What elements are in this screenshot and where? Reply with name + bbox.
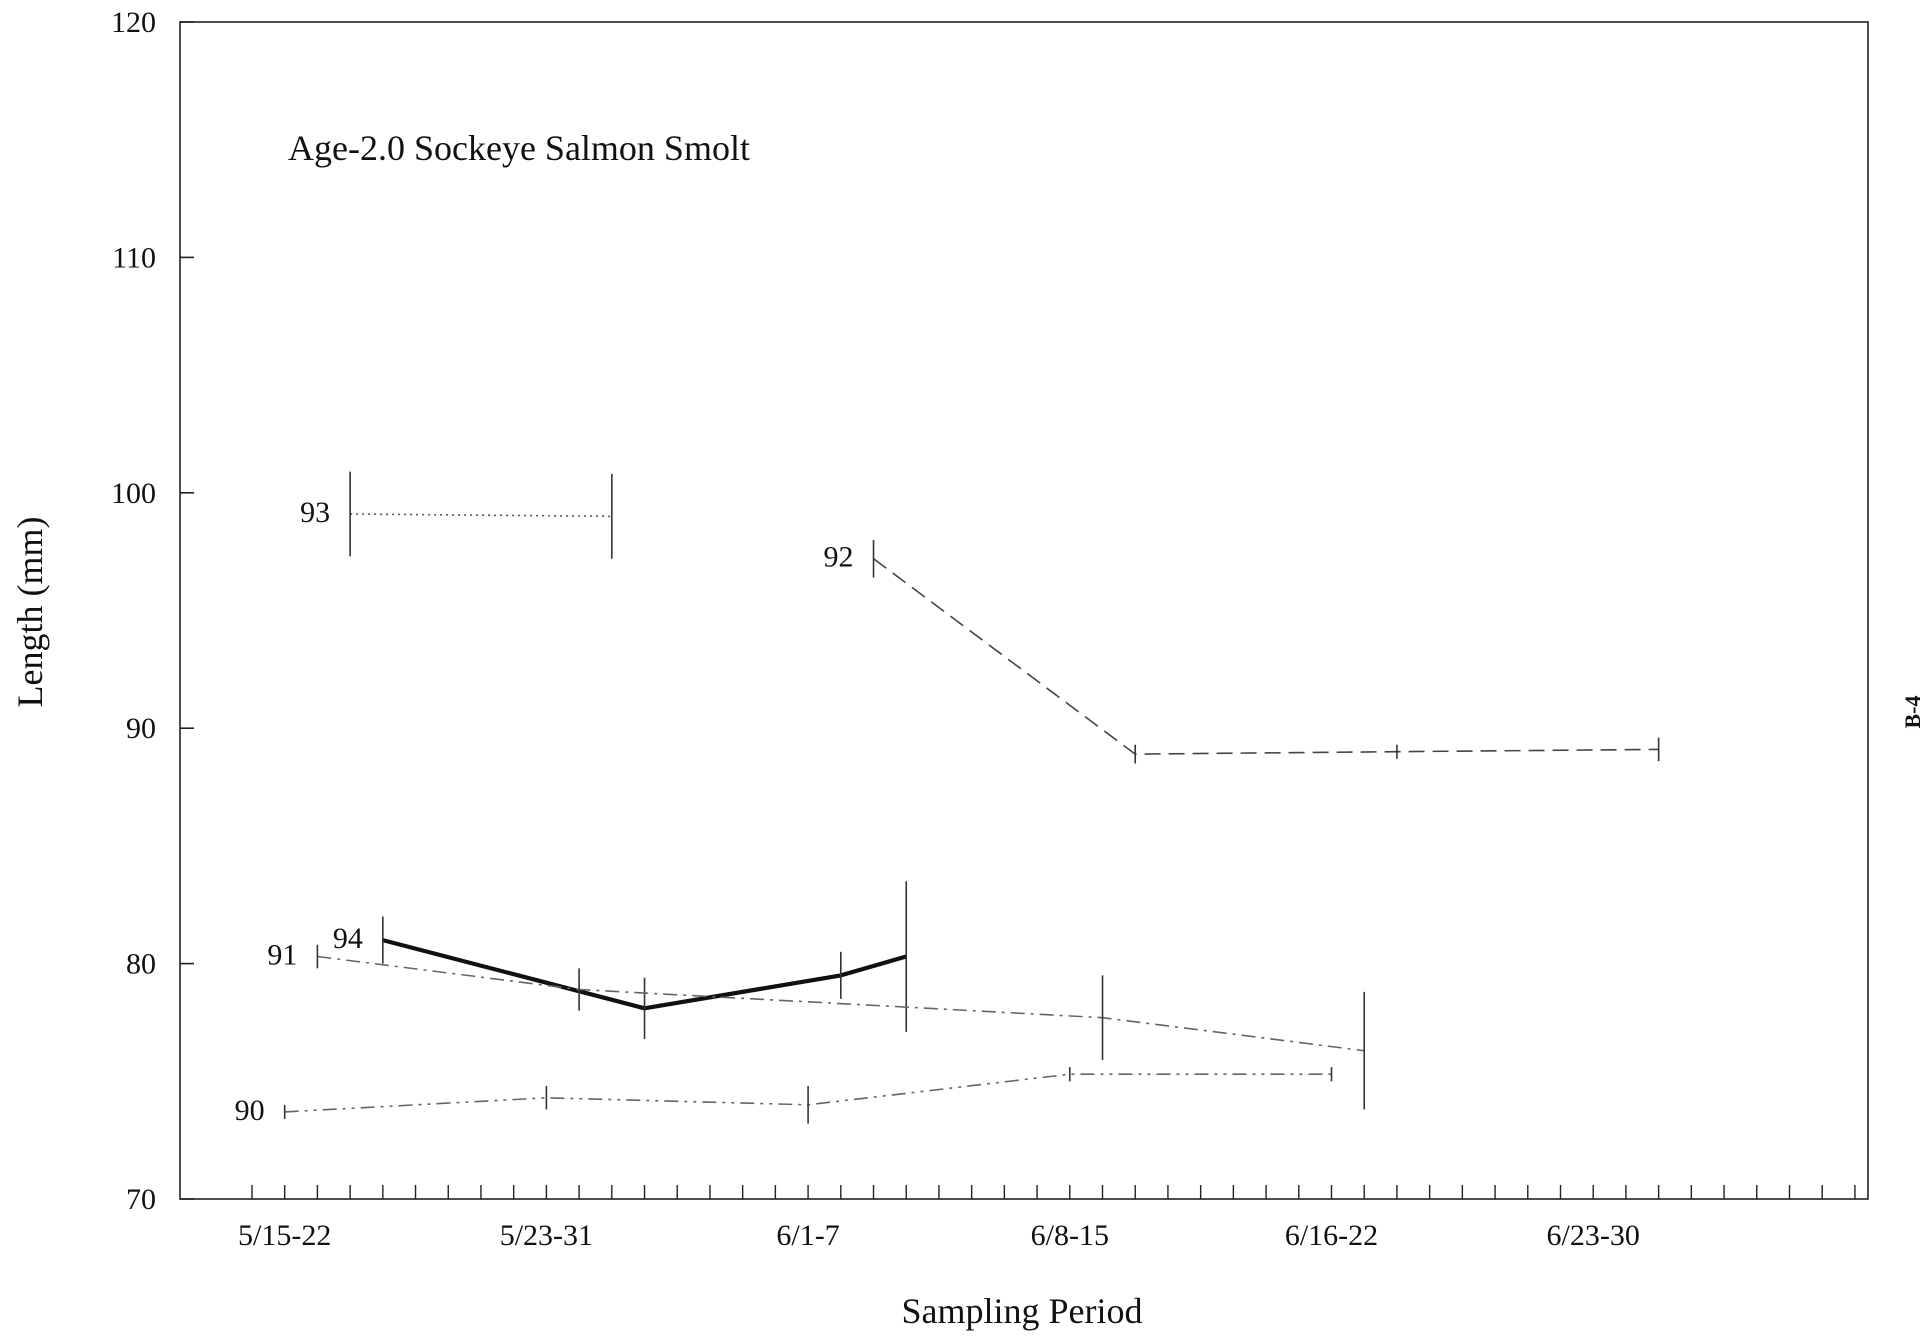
plot-frame — [179, 21, 1869, 1200]
series-label: 93 — [300, 496, 330, 529]
x-tick-label: 5/15-22 — [238, 1219, 331, 1252]
series-93: 93 — [300, 471, 613, 559]
series-line — [350, 513, 612, 518]
y-tick-label: 100 — [111, 477, 156, 510]
x-tick-label: 6/8-15 — [1031, 1219, 1109, 1252]
x-axis: 5/15-22 5/23-31 6/1-7 6/8-15 6/16-22 6/23-30 — [238, 1219, 1640, 1252]
y-tick-label: 110 — [112, 241, 156, 274]
x-tick-label: 6/1-7 — [776, 1219, 839, 1252]
series-line — [317, 955, 1365, 1052]
x-tick-label: 5/23-31 — [500, 1219, 593, 1252]
x-minor-ticks — [251, 1185, 1856, 1199]
series-label: 94 — [333, 922, 363, 955]
x-axis-title: Sampling Period — [902, 1291, 1143, 1331]
series-label: 90 — [235, 1094, 265, 1127]
y-tick-label: 120 — [111, 6, 156, 39]
series-91: 91 — [267, 939, 1366, 1110]
page-label: B-4 — [1900, 696, 1925, 729]
series-94: 94 — [333, 881, 908, 1039]
series-line — [873, 558, 1659, 755]
y-tick-label: 90 — [126, 712, 156, 745]
y-tick-label: 70 — [126, 1183, 156, 1216]
y-tick-label: 80 — [126, 948, 156, 981]
series-90: 90 — [235, 1067, 1333, 1127]
series-92: 92 — [824, 539, 1660, 764]
y-axis-title: Length (mm) — [10, 517, 50, 708]
series-layer: 93 92 94 91 90 — [235, 471, 1660, 1127]
x-tick-label: 6/16-22 — [1285, 1219, 1378, 1252]
series-label: 91 — [267, 939, 297, 972]
chart-title: Age-2.0 Sockeye Salmon Smolt — [288, 128, 750, 168]
y-axis: 70 80 90 100 110 120 — [111, 6, 194, 1216]
series-label: 92 — [824, 541, 854, 574]
series-line — [382, 938, 907, 1011]
x-tick-label: 6/23-30 — [1547, 1219, 1640, 1252]
